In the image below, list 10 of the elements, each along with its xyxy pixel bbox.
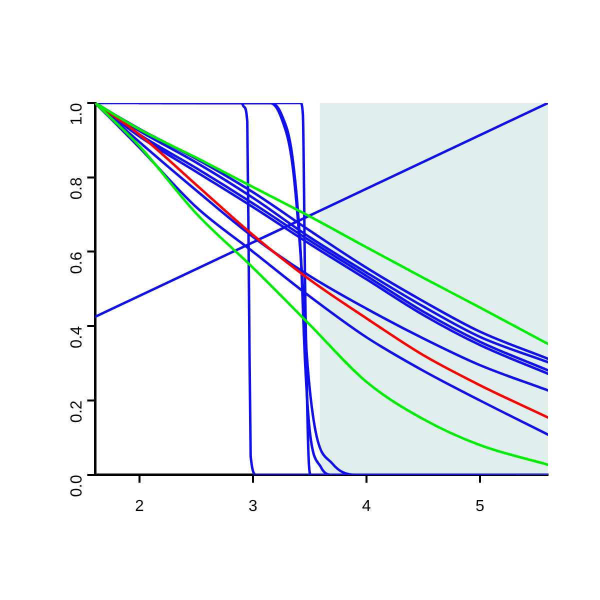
x-tick-label: 2 — [135, 498, 144, 515]
y-tick-label: 0.0 — [68, 474, 86, 498]
y-tick-label: 0.4 — [68, 326, 86, 348]
y-tick-label: 0.6 — [68, 252, 86, 274]
y-tick-label: 1.0 — [68, 102, 86, 126]
x-tick-label: 3 — [248, 498, 258, 515]
x-tick-label: 5 — [475, 498, 484, 515]
y-tick-label: 0.2 — [68, 400, 86, 423]
y-tick-label: 0.8 — [68, 177, 86, 200]
x-tick-label: 4 — [362, 498, 371, 515]
